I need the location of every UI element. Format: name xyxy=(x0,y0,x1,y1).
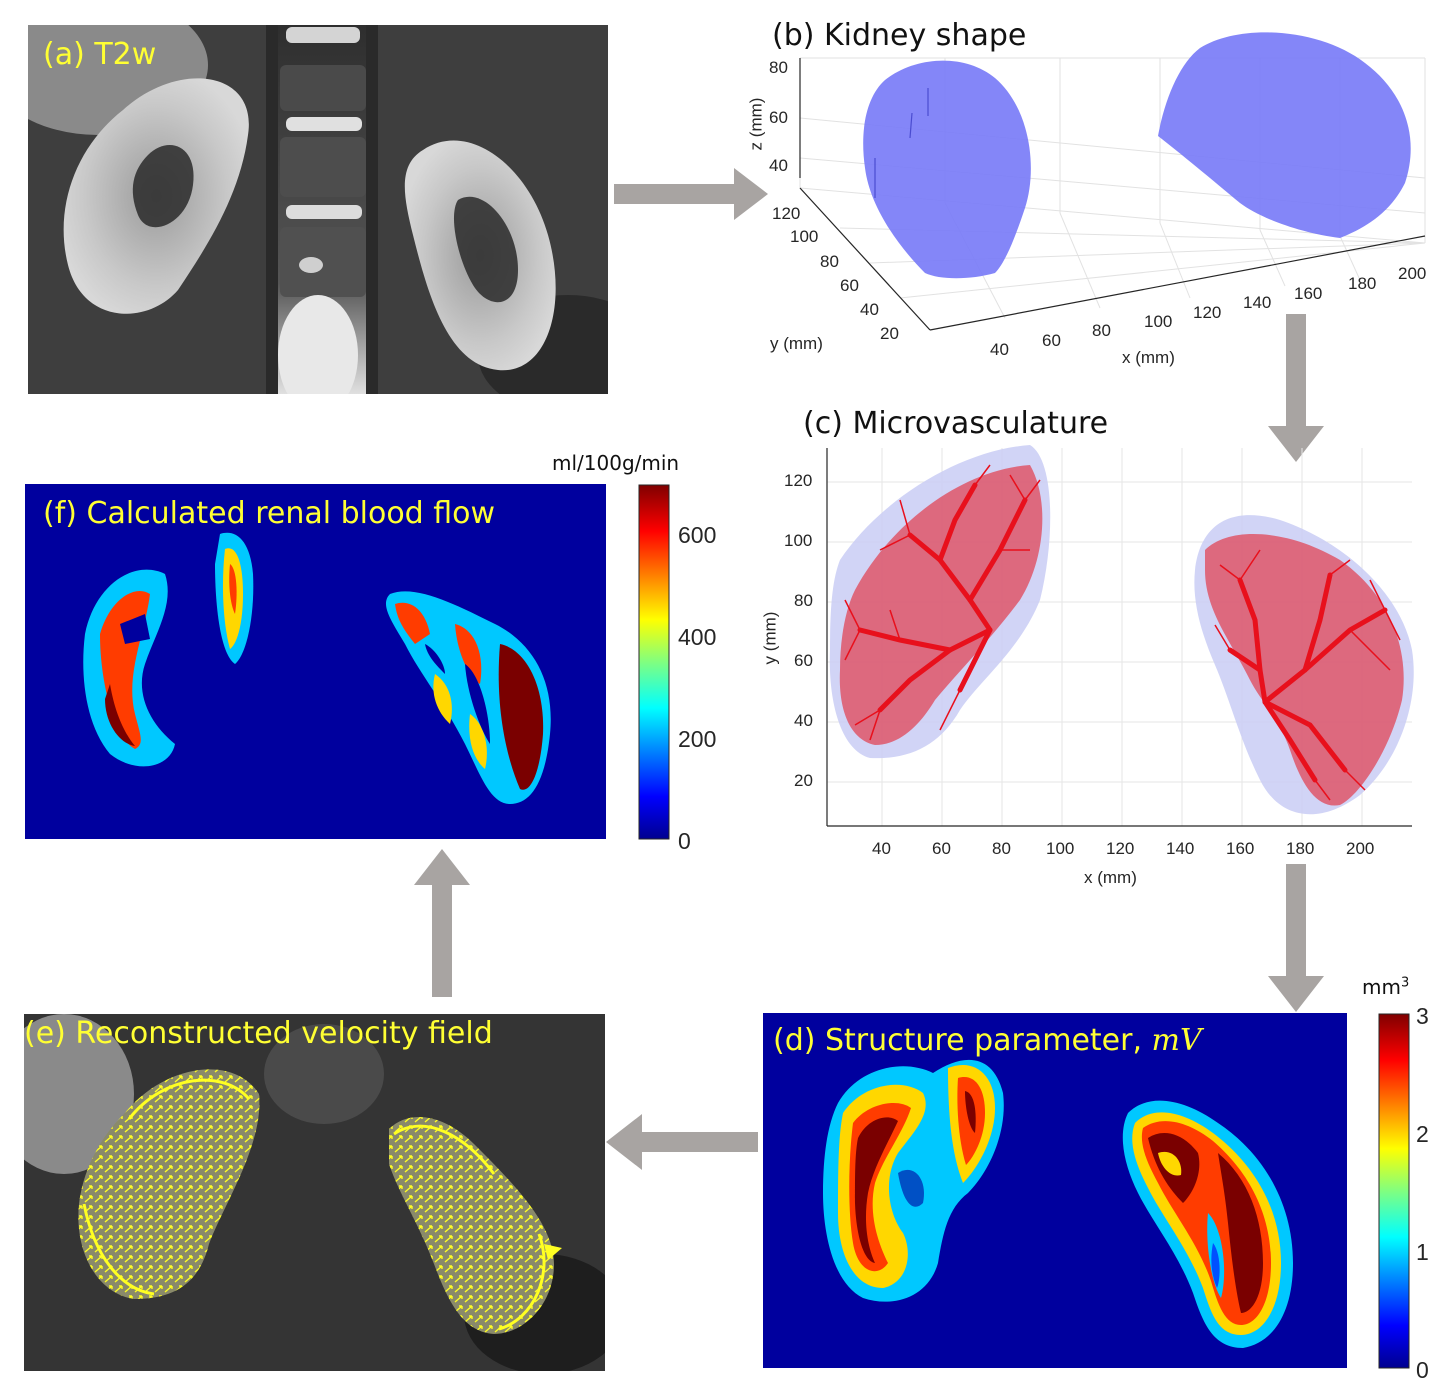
f-cb-tick-600: 600 xyxy=(678,522,717,548)
structure-parameter-map xyxy=(763,1013,1347,1368)
c-x-tick-200: 200 xyxy=(1346,839,1375,858)
c-y-tick-20: 20 xyxy=(794,771,813,790)
panel-e-velocity-field: (e) Reconstructed velocity field xyxy=(24,1014,605,1371)
y-tick-80: 80 xyxy=(820,252,839,271)
panel-d-title: (d) Structure parameter, mV xyxy=(773,1023,1202,1058)
panel-f-title: (f) Calculated renal blood flow xyxy=(43,496,496,531)
kidney-3d-plot xyxy=(799,32,1426,331)
c-y-axis-label: y (mm) xyxy=(760,611,780,665)
d-colorbar-unit-exponent: 3 xyxy=(1400,975,1410,991)
c-x-tick-100: 100 xyxy=(1046,839,1075,858)
panel-a-t2w-image: (a) T2w xyxy=(28,25,608,394)
panel-e-title: (e) Reconstructed velocity field xyxy=(24,1016,493,1051)
c-x-tick-120: 120 xyxy=(1106,839,1135,858)
x-tick-160: 160 xyxy=(1294,284,1323,303)
rbf-map xyxy=(25,484,606,839)
arrow-c-to-d xyxy=(1268,864,1324,1012)
z-tick-40: 40 xyxy=(769,156,788,175)
c-x-tick-60: 60 xyxy=(932,839,951,858)
c-y-tick-60: 60 xyxy=(794,651,813,670)
c-x-axis-label: x (mm) xyxy=(1084,868,1137,887)
f-cb-tick-200: 200 xyxy=(678,726,717,752)
velocity-field-image xyxy=(24,1014,605,1371)
x-tick-120: 120 xyxy=(1193,303,1222,322)
z-tick-80: 80 xyxy=(769,58,788,77)
c-x-tick-160: 160 xyxy=(1226,839,1255,858)
x-tick-40: 40 xyxy=(990,340,1009,359)
y-axis-label: y (mm) xyxy=(770,334,823,353)
d-colorbar xyxy=(1378,1013,1410,1369)
c-y-tick-80: 80 xyxy=(794,591,813,610)
panel-d-structure-parameter: (d) Structure parameter, mV xyxy=(763,1013,1347,1368)
x-tick-100: 100 xyxy=(1144,312,1173,331)
x-tick-60: 60 xyxy=(1042,331,1061,350)
z-tick-60: 60 xyxy=(769,108,788,127)
f-colorbar-unit: ml/100g/min xyxy=(552,451,680,475)
d-colorbar-unit-base: mm xyxy=(1362,975,1401,999)
f-colorbar xyxy=(638,484,670,840)
c-x-tick-80: 80 xyxy=(992,839,1011,858)
arrow-d-to-e xyxy=(606,1114,758,1170)
t2w-mri-image xyxy=(28,25,608,394)
x-tick-140: 140 xyxy=(1243,293,1272,312)
d-cb-tick-1: 1 xyxy=(1416,1239,1429,1265)
panel-b-title: (b) Kidney shape xyxy=(772,18,1027,53)
c-y-tick-40: 40 xyxy=(794,711,813,730)
c-y-tick-100: 100 xyxy=(784,531,813,550)
arrow-b-to-c xyxy=(1268,314,1324,462)
panel-d-title-symbol: mV xyxy=(1151,1023,1202,1058)
panel-c-microvasculature: 120 100 80 60 40 20 y (mm) 40 60 80 100 … xyxy=(760,440,1434,900)
y-tick-100: 100 xyxy=(790,227,819,246)
x-tick-180: 180 xyxy=(1348,274,1377,293)
arrow-a-to-b xyxy=(614,168,768,220)
c-y-tick-120: 120 xyxy=(784,471,813,490)
panel-a-title: (a) T2w xyxy=(43,37,157,72)
panel-d-title-prefix: (d) Structure parameter, xyxy=(773,1023,1152,1058)
f-cb-tick-400: 400 xyxy=(678,624,717,650)
panel-f-renal-blood-flow: (f) Calculated renal blood flow xyxy=(25,484,606,839)
microvasculature-plot xyxy=(826,445,1414,827)
x-axis-label: x (mm) xyxy=(1122,348,1175,367)
panel-c-title: (c) Microvasculature xyxy=(803,406,1109,441)
c-x-tick-140: 140 xyxy=(1166,839,1195,858)
c-x-tick-40: 40 xyxy=(872,839,891,858)
d-cb-tick-2: 2 xyxy=(1416,1121,1429,1147)
y-tick-20: 20 xyxy=(880,324,899,343)
c-x-tick-180: 180 xyxy=(1286,839,1315,858)
y-tick-40: 40 xyxy=(860,300,879,319)
d-cb-tick-3: 3 xyxy=(1416,1003,1429,1029)
d-cb-tick-0: 0 xyxy=(1416,1357,1429,1383)
x-tick-80: 80 xyxy=(1092,321,1111,340)
z-axis-label: z (mm) xyxy=(746,97,766,151)
arrow-e-to-f xyxy=(414,849,470,997)
panel-b-kidney-shape: (b) Kidney shape z (mm) 80 60 40 120 100… xyxy=(740,18,1434,390)
y-tick-60: 60 xyxy=(840,276,859,295)
f-cb-tick-0: 0 xyxy=(678,828,691,854)
y-tick-120: 120 xyxy=(772,204,801,223)
x-tick-200: 200 xyxy=(1398,264,1427,283)
d-colorbar-unit: mm3 xyxy=(1362,975,1409,999)
